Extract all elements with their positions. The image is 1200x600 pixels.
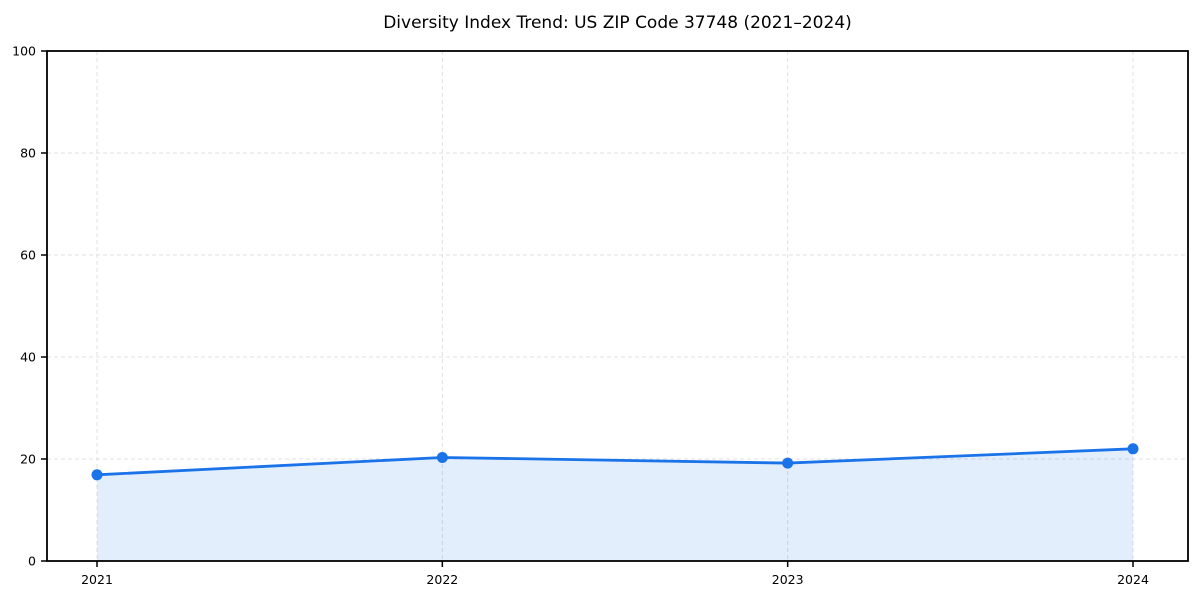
y-tick-label: 40 [20, 350, 36, 365]
data-point-marker [1127, 443, 1139, 455]
data-point-marker [91, 469, 103, 481]
y-tick-label: 80 [20, 146, 36, 161]
plot-border [46, 50, 1189, 562]
data-point-marker [436, 451, 448, 463]
x-tick-label: 2024 [1117, 572, 1149, 587]
trend-line [95, 447, 1135, 477]
x-tick-label: 2022 [426, 572, 458, 587]
area-fill [97, 448, 1133, 561]
data-point-marker [782, 457, 794, 469]
y-tick-label: 100 [12, 44, 36, 59]
x-tick-label: 2021 [81, 572, 113, 587]
chart-title: Diversity Index Trend: US ZIP Code 37748… [383, 13, 852, 33]
y-tick-label: 60 [20, 248, 36, 263]
chart-svg: 0 20 40 60 80 100 2021 2022 2023 2024 [12, 44, 1189, 587]
x-tick-label: 2023 [772, 572, 804, 587]
y-tick-label: 0 [28, 554, 36, 569]
y-tick-label: 20 [20, 452, 36, 467]
